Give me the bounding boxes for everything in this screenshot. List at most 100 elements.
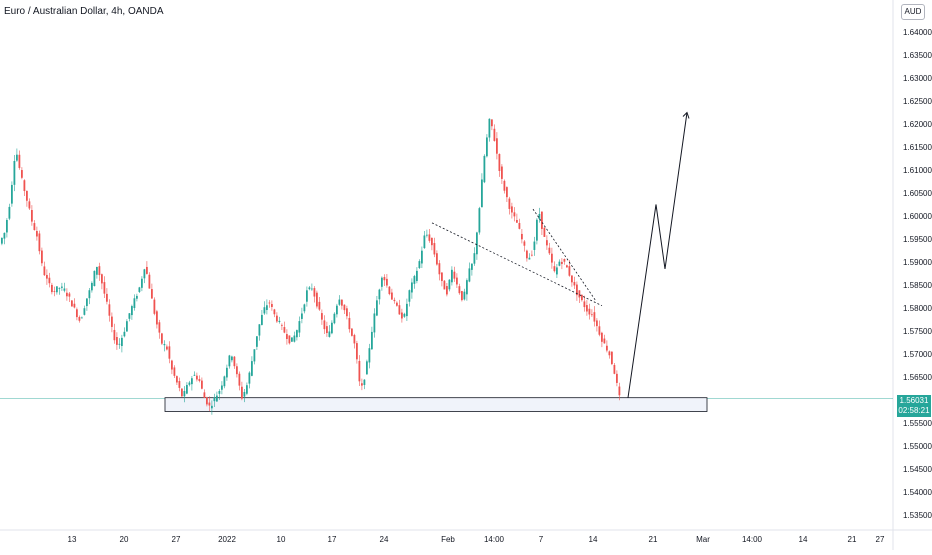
candle-body: [588, 308, 591, 315]
candle-body: [528, 257, 531, 260]
candle-body: [188, 382, 191, 385]
candle-body: [146, 266, 148, 274]
candle-body: [498, 154, 501, 171]
candle-body: [506, 187, 508, 198]
candle-body: [71, 300, 73, 307]
x-tick-label: 21: [649, 535, 658, 544]
x-tick-label: 10: [277, 535, 286, 544]
candle-body: [133, 298, 136, 309]
candle-body: [81, 317, 83, 319]
candle-body: [598, 326, 601, 335]
candle-body: [173, 367, 176, 376]
candle-body: [451, 269, 453, 283]
candle-body: [36, 231, 38, 237]
candle-body: [53, 291, 56, 292]
candle-body: [111, 316, 113, 327]
candle-body: [276, 315, 278, 322]
y-tick-label: 1.60500: [903, 189, 932, 198]
candle-body: [156, 311, 158, 325]
candle-body: [536, 219, 538, 241]
candle-body: [221, 385, 223, 390]
candle-body: [186, 384, 188, 394]
y-tick-label: 1.54000: [903, 488, 932, 497]
candle-body: [161, 333, 163, 344]
candle-body: [328, 331, 331, 337]
candle-body: [393, 299, 396, 302]
candle-body: [433, 243, 436, 255]
candle-body: [153, 299, 156, 314]
x-tick-label: 27: [172, 535, 181, 544]
support-zone: [164, 397, 708, 412]
candle-body: [171, 360, 173, 370]
candle-body: [108, 304, 111, 316]
candle-body: [608, 351, 611, 356]
candle-body: [131, 306, 133, 316]
candle-body: [591, 314, 593, 316]
candle-body: [51, 284, 53, 293]
candle-body: [566, 265, 568, 268]
candle-body: [331, 322, 333, 334]
candle-body: [103, 282, 106, 294]
candle-body: [418, 261, 421, 269]
candle-body: [486, 137, 488, 157]
candle-body: [458, 286, 461, 294]
candle-body: [368, 348, 371, 363]
candle-body: [516, 220, 518, 223]
candle-body: [326, 326, 328, 334]
candle-body: [218, 390, 221, 394]
candle-body: [261, 314, 263, 325]
candle-body: [351, 328, 353, 336]
candle-body: [556, 267, 558, 275]
candle-body: [441, 272, 443, 282]
candle-body: [511, 206, 513, 213]
candle-body: [158, 322, 161, 333]
candle-body: [518, 223, 521, 229]
candle-body: [143, 269, 146, 279]
candle-body: [246, 385, 248, 394]
candle-body: [141, 278, 143, 288]
candle-body: [63, 288, 66, 291]
candle-body: [428, 234, 431, 241]
candle-body: [293, 335, 296, 342]
candle-body: [286, 334, 288, 339]
candle-body: [318, 301, 321, 310]
candle-body: [561, 261, 563, 264]
candle-body: [578, 290, 581, 298]
candle-body: [296, 330, 298, 338]
candle-body: [406, 303, 408, 317]
y-tick-label: 1.54500: [903, 465, 932, 474]
candle-body: [231, 356, 233, 361]
candle-body: [573, 281, 576, 286]
candle-body: [413, 276, 416, 284]
currency-badge[interactable]: AUD: [901, 4, 925, 20]
candle-body: [343, 304, 346, 311]
candle-body: [456, 277, 458, 285]
candle-body: [43, 266, 46, 276]
candle-body: [48, 277, 51, 284]
candle-body: [208, 402, 211, 406]
candle-body: [26, 190, 28, 201]
projection-arrowhead: [682, 111, 690, 119]
candle-body: [311, 288, 313, 290]
candle-body: [488, 118, 491, 138]
candle-body: [96, 266, 98, 275]
candle-body: [241, 386, 243, 399]
candle-body: [543, 227, 546, 237]
candle-body: [46, 274, 48, 279]
candle-body: [256, 336, 258, 347]
y-tick-label: 1.61000: [903, 166, 932, 175]
candle-body: [118, 343, 121, 345]
candle-body: [508, 198, 511, 209]
candle-body: [191, 378, 193, 385]
candle-body: [443, 280, 446, 290]
candle-body: [376, 300, 378, 316]
candle-body: [211, 405, 213, 409]
candle-body: [181, 388, 183, 397]
last-price-value: 1.56031: [899, 396, 929, 405]
candle-body: [183, 391, 186, 397]
y-tick-label: 1.63500: [903, 51, 932, 60]
y-tick-label: 1.55500: [903, 419, 932, 428]
y-tick-label: 1.61500: [903, 143, 932, 152]
